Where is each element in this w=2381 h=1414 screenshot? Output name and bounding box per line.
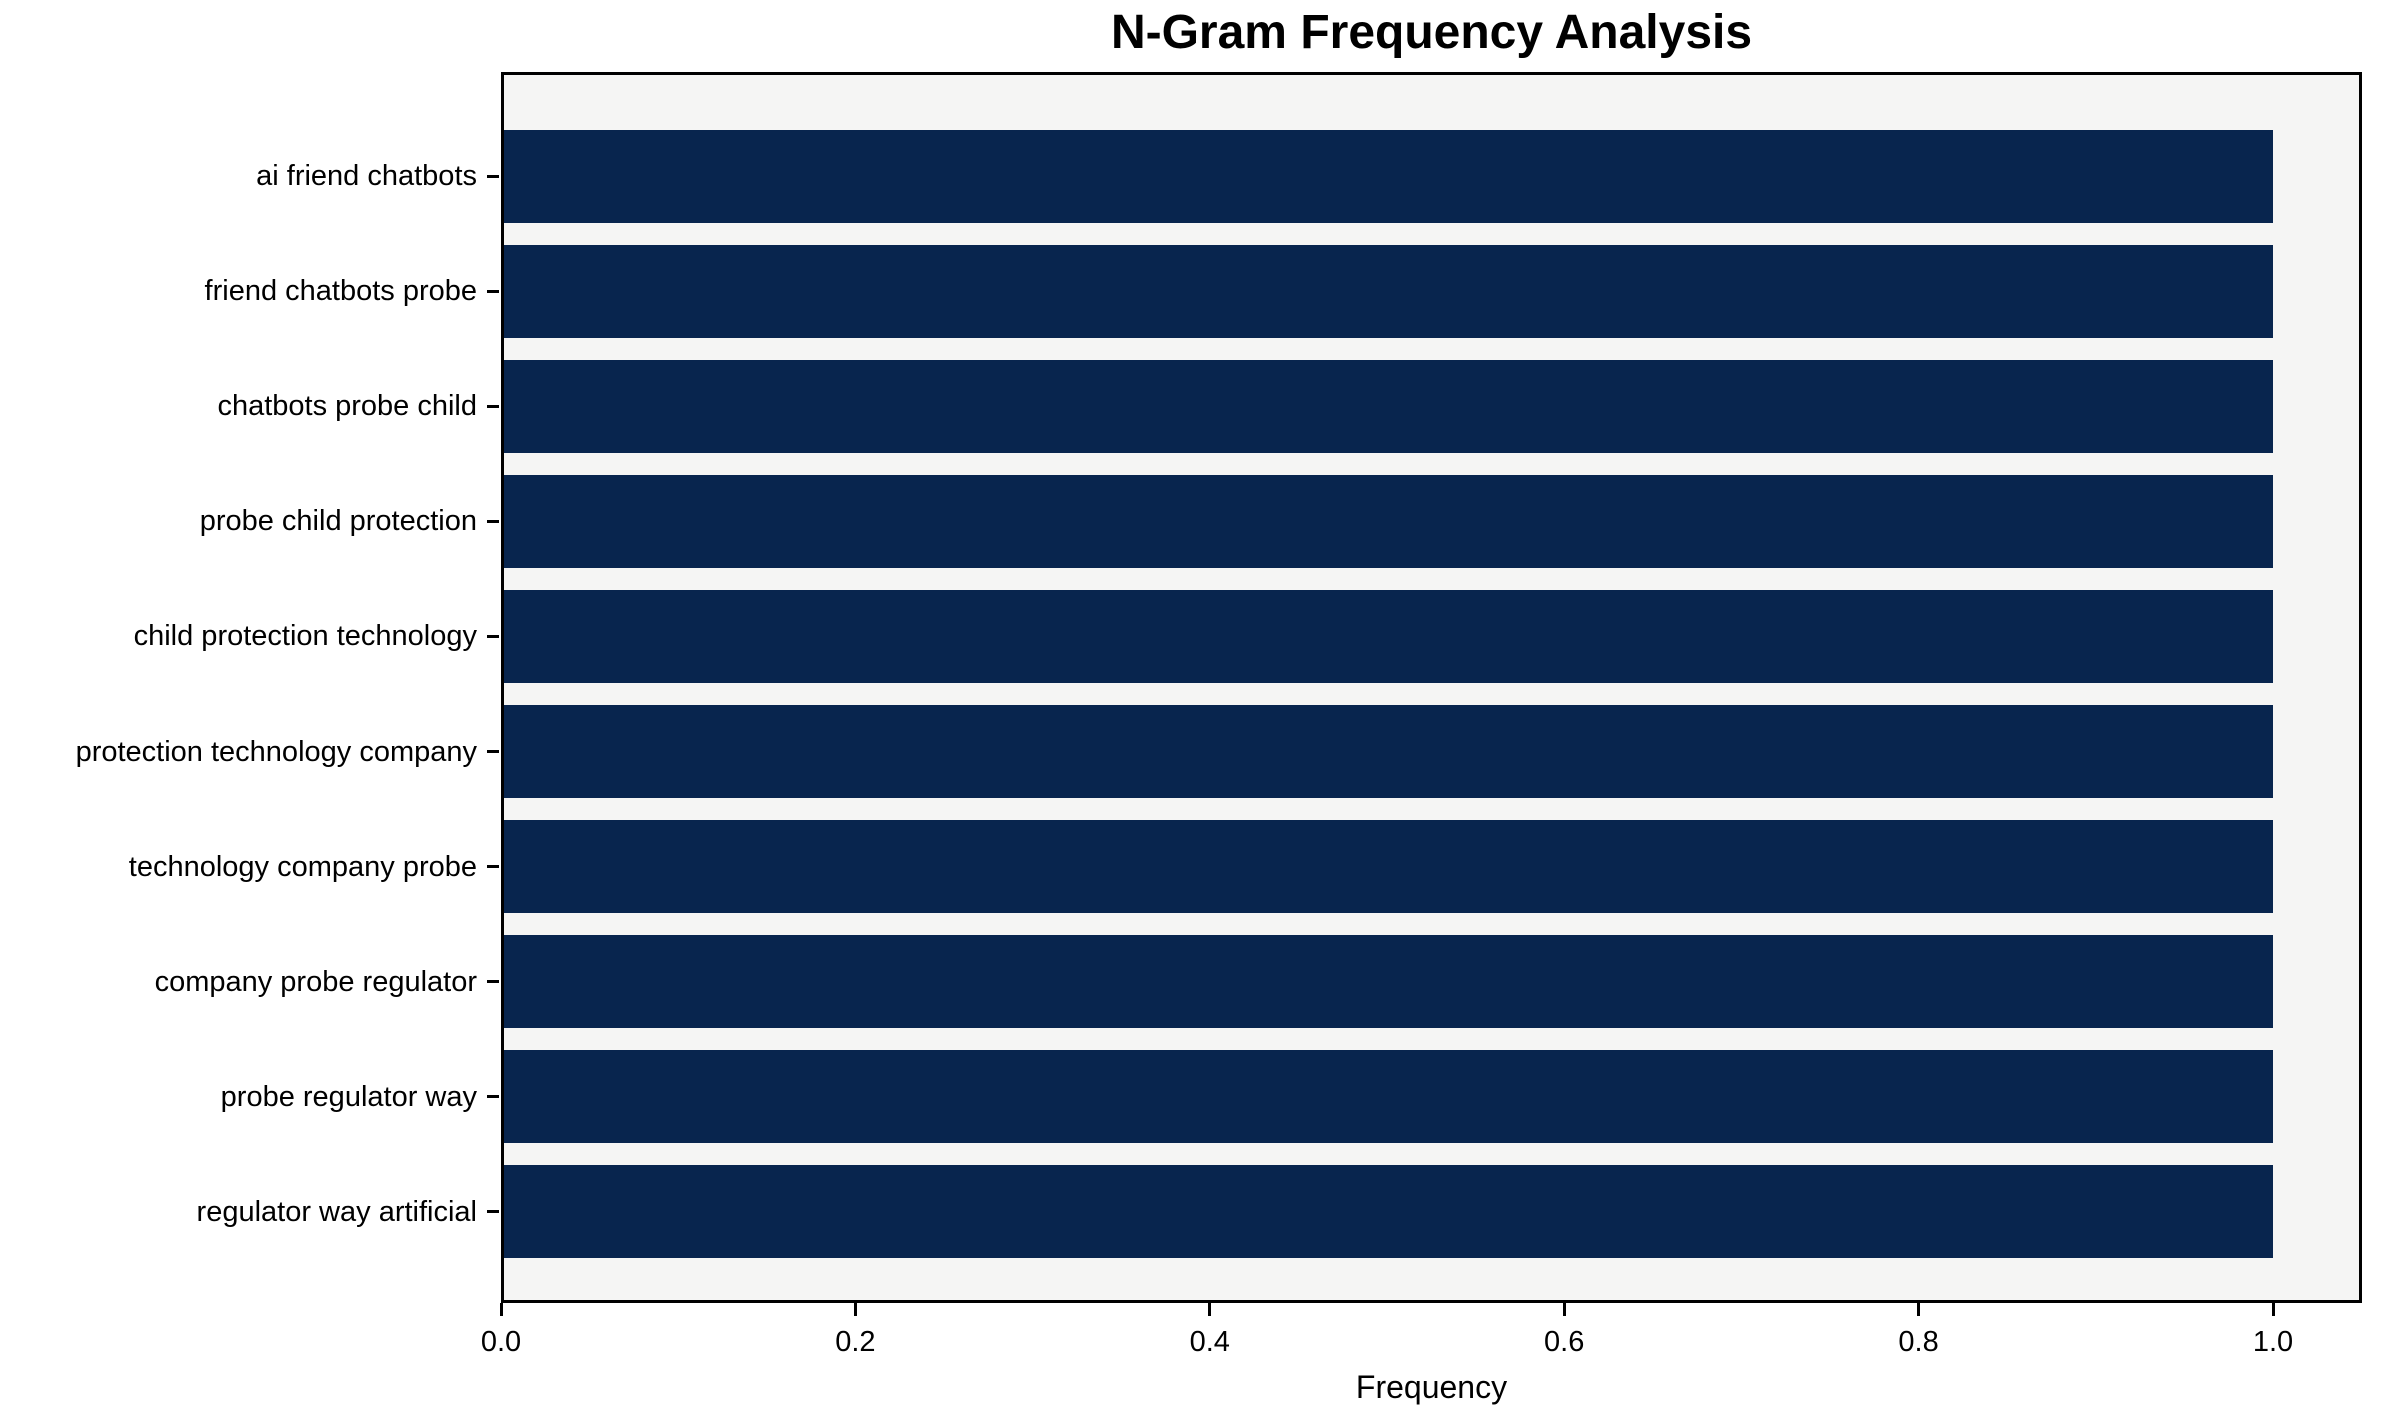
y-tick-label: regulator way artificial	[196, 1195, 477, 1228]
x-tick-label: 0.4	[1189, 1326, 1230, 1358]
bar	[504, 474, 2273, 568]
bar	[504, 244, 2273, 338]
y-tick-label: ai friend chatbots	[256, 160, 477, 192]
x-tick-mark	[1917, 1303, 1921, 1316]
x-tick-mark	[2271, 1303, 2275, 1316]
y-tick-mark	[487, 634, 499, 638]
y-tick-label: child protection technology	[133, 620, 477, 653]
x-tick-mark	[1562, 1303, 1566, 1316]
y-tick-mark	[487, 519, 499, 523]
x-tick-label: 0.0	[480, 1326, 522, 1358]
plot-area	[501, 72, 2362, 1303]
bar	[504, 820, 2273, 914]
y-tick-mark	[487, 865, 499, 869]
x-axis-label: Frequency	[1355, 1369, 1508, 1405]
bar	[504, 359, 2273, 453]
bar	[504, 1165, 2273, 1259]
bar	[504, 935, 2273, 1029]
y-tick-label: company probe regulator	[154, 965, 477, 998]
y-tick-mark	[487, 750, 499, 753]
chart-title: N-Gram Frequency Analysis	[1110, 6, 1753, 59]
y-tick-mark	[487, 404, 499, 408]
y-tick-label: friend chatbots probe	[204, 275, 477, 308]
y-tick-label: probe regulator way	[220, 1080, 477, 1113]
y-tick-label: technology company probe	[128, 850, 477, 883]
x-tick-label: 0.6	[1544, 1326, 1585, 1358]
x-tick-label: 1.0	[2252, 1326, 2294, 1358]
y-tick-mark	[487, 1095, 499, 1099]
y-tick-mark	[487, 289, 499, 293]
y-tick-mark	[487, 980, 499, 984]
y-tick-label: chatbots probe child	[217, 390, 477, 423]
x-tick-label: 0.8	[1898, 1326, 1939, 1358]
x-tick-mark	[1208, 1303, 1212, 1316]
x-tick-mark	[499, 1303, 503, 1316]
x-tick-mark	[853, 1303, 857, 1316]
x-tick-label: 0.2	[835, 1326, 876, 1358]
bar	[504, 1050, 2273, 1144]
bar	[504, 129, 2273, 223]
y-tick-label: probe child protection	[199, 505, 477, 538]
bar	[504, 705, 2273, 798]
y-tick-label: protection technology company	[75, 735, 477, 768]
y-tick-mark	[487, 174, 499, 178]
y-tick-mark	[487, 1210, 499, 1214]
bar	[504, 589, 2273, 683]
